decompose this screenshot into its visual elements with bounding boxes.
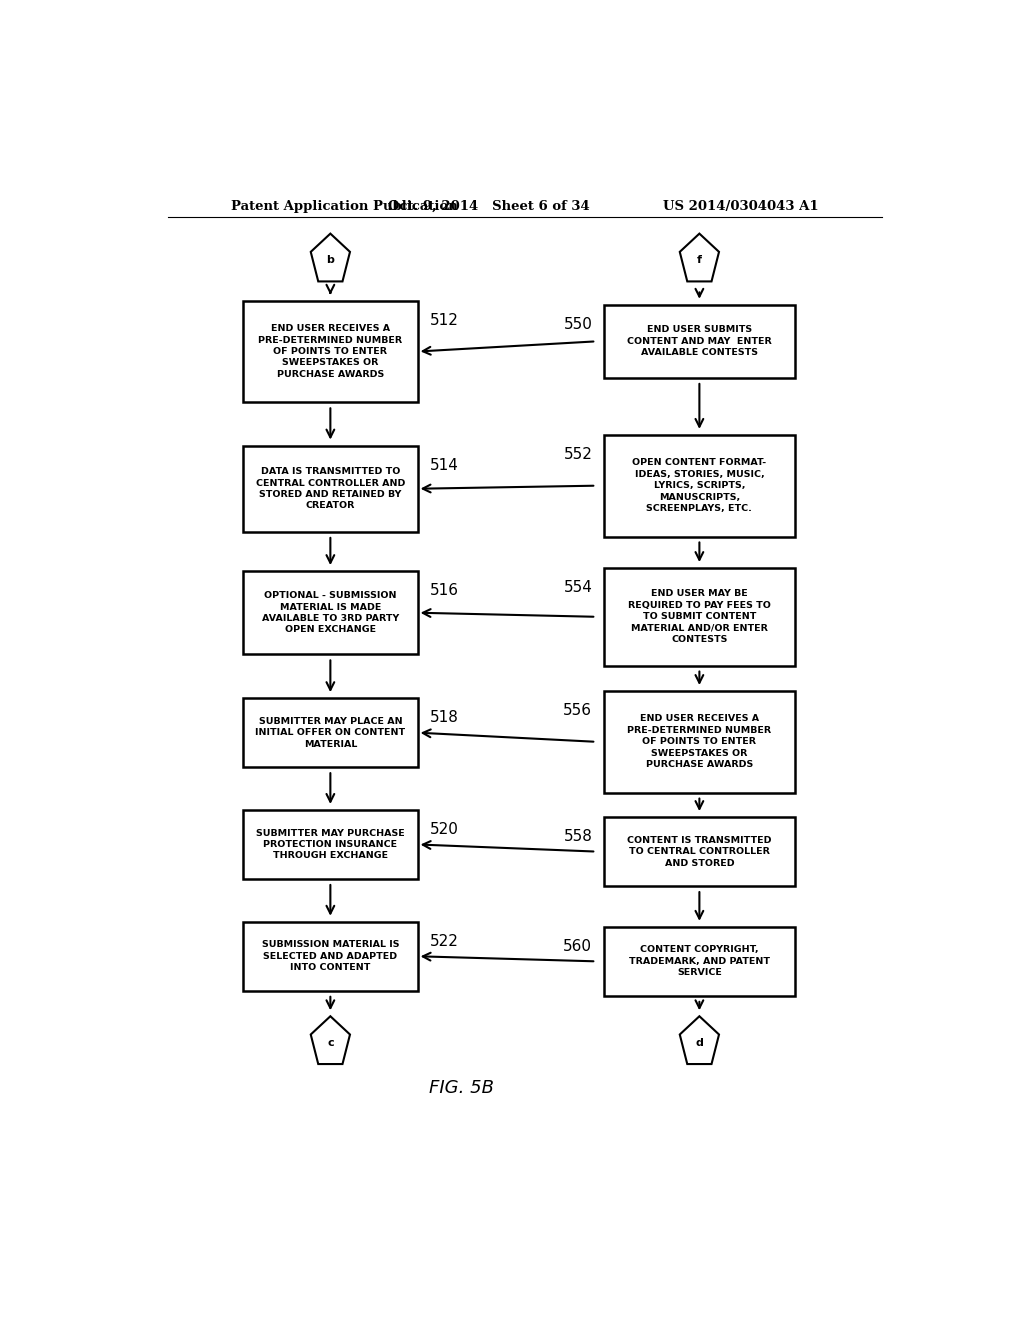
Bar <box>243 301 418 403</box>
Text: CONTENT COPYRIGHT,
TRADEMARK, AND PATENT
SERVICE: CONTENT COPYRIGHT, TRADEMARK, AND PATENT… <box>629 945 770 977</box>
Text: 552: 552 <box>563 447 592 462</box>
Bar <box>604 927 795 995</box>
Text: SUBMITTER MAY PLACE AN
INITIAL OFFER ON CONTENT
MATERIAL: SUBMITTER MAY PLACE AN INITIAL OFFER ON … <box>255 717 406 748</box>
Text: CONTENT IS TRANSMITTED
TO CENTRAL CONTROLLER
AND STORED: CONTENT IS TRANSMITTED TO CENTRAL CONTRO… <box>627 836 772 867</box>
Bar <box>604 690 795 792</box>
Text: d: d <box>695 1038 703 1048</box>
Polygon shape <box>310 234 350 281</box>
Text: US 2014/0304043 A1: US 2014/0304043 A1 <box>663 199 818 213</box>
Text: 558: 558 <box>563 829 592 845</box>
Bar <box>604 305 795 378</box>
Bar <box>243 810 418 879</box>
Polygon shape <box>680 234 719 281</box>
Text: OPTIONAL - SUBMISSION
MATERIAL IS MADE
AVAILABLE TO 3RD PARTY
OPEN EXCHANGE: OPTIONAL - SUBMISSION MATERIAL IS MADE A… <box>262 591 399 635</box>
Text: END USER RECEIVES A
PRE-DETERMINED NUMBER
OF POINTS TO ENTER
SWEEPSTAKES OR
PURC: END USER RECEIVES A PRE-DETERMINED NUMBE… <box>628 714 771 770</box>
Text: f: f <box>697 255 701 265</box>
Bar <box>243 921 418 991</box>
Text: SUBMITTER MAY PURCHASE
PROTECTION INSURANCE
THROUGH EXCHANGE: SUBMITTER MAY PURCHASE PROTECTION INSURA… <box>256 829 404 861</box>
Bar <box>243 572 418 655</box>
Text: b: b <box>327 255 334 265</box>
Text: END USER RECEIVES A
PRE-DETERMINED NUMBER
OF POINTS TO ENTER
SWEEPSTAKES OR
PURC: END USER RECEIVES A PRE-DETERMINED NUMBE… <box>258 325 402 379</box>
Text: 522: 522 <box>430 935 459 949</box>
Polygon shape <box>310 1016 350 1064</box>
Text: END USER SUBMITS
CONTENT AND MAY  ENTER
AVAILABLE CONTESTS: END USER SUBMITS CONTENT AND MAY ENTER A… <box>627 326 772 358</box>
Text: FIG. 5B: FIG. 5B <box>429 1080 494 1097</box>
Text: OPEN CONTENT FORMAT-
IDEAS, STORIES, MUSIC,
LYRICS, SCRIPTS,
MANUSCRIPTS,
SCREEN: OPEN CONTENT FORMAT- IDEAS, STORIES, MUS… <box>633 458 766 513</box>
Text: SUBMISSION MATERIAL IS
SELECTED AND ADAPTED
INTO CONTENT: SUBMISSION MATERIAL IS SELECTED AND ADAP… <box>261 940 399 973</box>
Polygon shape <box>680 1016 719 1064</box>
Text: 516: 516 <box>430 583 459 598</box>
Bar <box>604 434 795 536</box>
Bar <box>243 446 418 532</box>
Bar <box>243 698 418 767</box>
Text: 550: 550 <box>563 317 592 331</box>
Text: 514: 514 <box>430 458 459 473</box>
Text: 518: 518 <box>430 710 459 725</box>
Bar <box>604 817 795 886</box>
Text: 520: 520 <box>430 822 459 837</box>
Text: Oct. 9, 2014   Sheet 6 of 34: Oct. 9, 2014 Sheet 6 of 34 <box>388 199 590 213</box>
Text: 560: 560 <box>563 939 592 954</box>
Text: 554: 554 <box>563 581 592 595</box>
Text: DATA IS TRANSMITTED TO
CENTRAL CONTROLLER AND
STORED AND RETAINED BY
CREATOR: DATA IS TRANSMITTED TO CENTRAL CONTROLLE… <box>256 467 406 511</box>
Text: c: c <box>327 1038 334 1048</box>
Text: Patent Application Publication: Patent Application Publication <box>231 199 458 213</box>
Bar <box>604 568 795 665</box>
Text: END USER MAY BE
REQUIRED TO PAY FEES TO
TO SUBMIT CONTENT
MATERIAL AND/OR ENTER
: END USER MAY BE REQUIRED TO PAY FEES TO … <box>628 590 771 644</box>
Text: 556: 556 <box>563 704 592 718</box>
Text: 512: 512 <box>430 313 459 327</box>
